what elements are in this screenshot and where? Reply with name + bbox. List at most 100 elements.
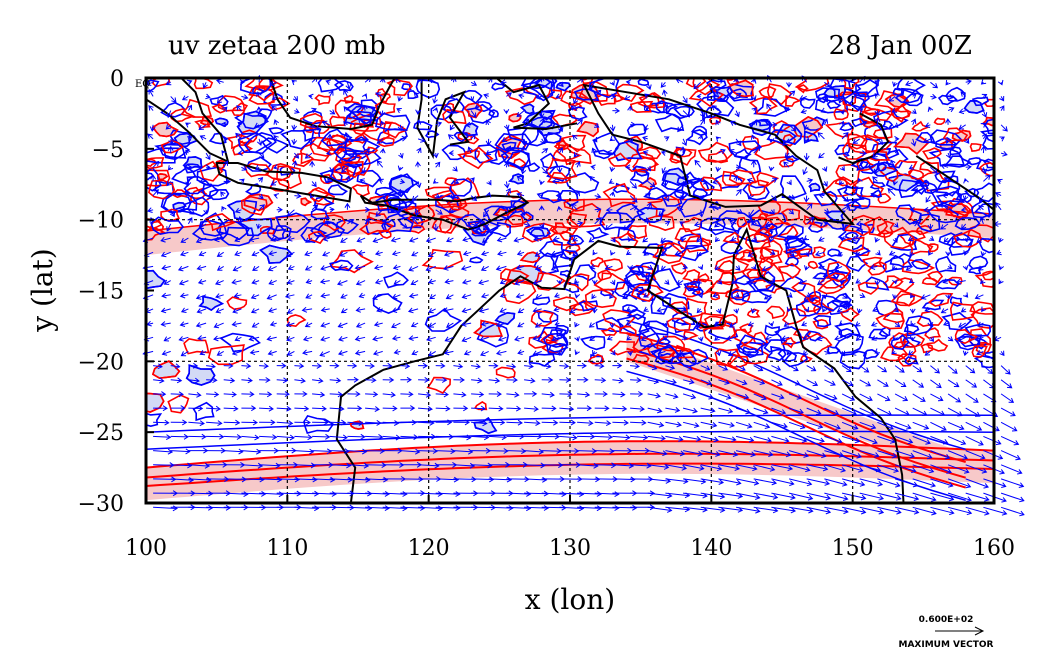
wind-vector (223, 391, 237, 398)
wind-vector (163, 336, 171, 342)
wind-vector (223, 135, 229, 142)
wind-vector (223, 160, 229, 168)
wind-vector (735, 365, 746, 371)
vorticity-contour (183, 175, 213, 195)
vorticity-contour (374, 186, 397, 197)
wind-vector (643, 124, 649, 132)
wind-vector (715, 119, 721, 126)
wind-vector (181, 95, 189, 101)
vorticity-contour (884, 149, 909, 169)
wind-vector (483, 209, 490, 218)
wind-vector (180, 250, 189, 257)
wind-vector (730, 236, 737, 242)
wind-vector (662, 320, 668, 327)
wind-vector (495, 321, 507, 328)
wind-vector (715, 136, 722, 142)
wind-vector (410, 280, 419, 286)
vorticity-contour (945, 86, 966, 102)
vorticity-contour (774, 326, 803, 345)
vorticity-contour (217, 95, 246, 112)
wind-vector (834, 335, 843, 342)
wind-vector (328, 90, 334, 97)
wind-vector (714, 222, 720, 228)
wind-vector (345, 82, 352, 90)
vorticity-contour (705, 280, 740, 295)
wind-vector (206, 420, 223, 427)
wind-vector (284, 293, 295, 299)
vorticity-contour (800, 298, 823, 313)
wind-vector (435, 405, 451, 412)
wind-vector (589, 175, 596, 182)
vorticity-contour (917, 213, 941, 233)
coastline (582, 83, 856, 226)
wind-vector (859, 120, 868, 126)
wind-vector (924, 122, 931, 128)
wind-vector (924, 350, 931, 356)
wind-vector (480, 320, 489, 327)
wind-vector (647, 264, 654, 270)
wind-vector (426, 336, 436, 342)
wind-vector (697, 292, 704, 299)
wind-vector (197, 278, 207, 285)
wind-vector (930, 506, 955, 516)
wind-vector (874, 237, 880, 243)
wind-vector (449, 124, 455, 131)
wind-vector (241, 94, 249, 100)
vorticity-contour (938, 232, 961, 247)
wind-vector (485, 138, 492, 146)
wind-vector (270, 180, 277, 186)
wind-vector (788, 435, 808, 443)
wind-vector (822, 118, 829, 126)
vorticity-contour (826, 100, 842, 110)
wind-vector (152, 189, 159, 196)
wind-vector (874, 280, 881, 286)
vorticity-contour (299, 142, 332, 165)
wind-vector (594, 405, 610, 412)
vorticity-contour (413, 121, 433, 131)
vorticity-contour (842, 142, 868, 160)
wind-vector (514, 335, 525, 342)
x-tick-label: 120 (408, 536, 450, 561)
wind-vector (682, 407, 698, 414)
vorticity-contour (824, 218, 845, 230)
wind-vector (700, 178, 709, 185)
wind-vector (768, 278, 774, 284)
wind-vector (663, 103, 669, 111)
wind-vector (824, 208, 830, 214)
vorticity-contour (522, 109, 556, 131)
wind-vector (718, 450, 739, 457)
wind-vector (816, 335, 825, 342)
wind-vector (198, 124, 207, 131)
wind-vector (373, 264, 383, 271)
wind-vector (149, 124, 156, 132)
wind-vector (471, 363, 481, 370)
wind-vector (291, 79, 297, 86)
wind-vector (700, 393, 714, 400)
wind-vector (788, 209, 795, 215)
wind-vector (539, 179, 545, 186)
vorticity-contour (969, 301, 994, 315)
wind-vector (911, 108, 917, 115)
wind-vector (505, 145, 512, 154)
wind-vector (627, 138, 633, 144)
vorticity-contour (868, 328, 889, 340)
wind-vector (892, 180, 898, 186)
wind-vector (806, 435, 825, 444)
wind-vector (942, 278, 949, 284)
wind-vector (340, 237, 348, 243)
wind-vector (718, 464, 741, 471)
wind-vector (824, 81, 831, 88)
wind-vector (610, 250, 616, 256)
wind-vector (874, 110, 881, 117)
wind-vector (310, 192, 316, 199)
vorticity-contour (709, 85, 734, 101)
wind-vector (753, 450, 774, 457)
wind-vector (147, 133, 154, 140)
vorticity-contour (521, 127, 548, 147)
wind-vector (682, 378, 695, 385)
wind-vector (452, 166, 458, 172)
wind-vector (841, 379, 854, 387)
wind-vector (499, 279, 507, 285)
wind-vector (612, 405, 628, 412)
